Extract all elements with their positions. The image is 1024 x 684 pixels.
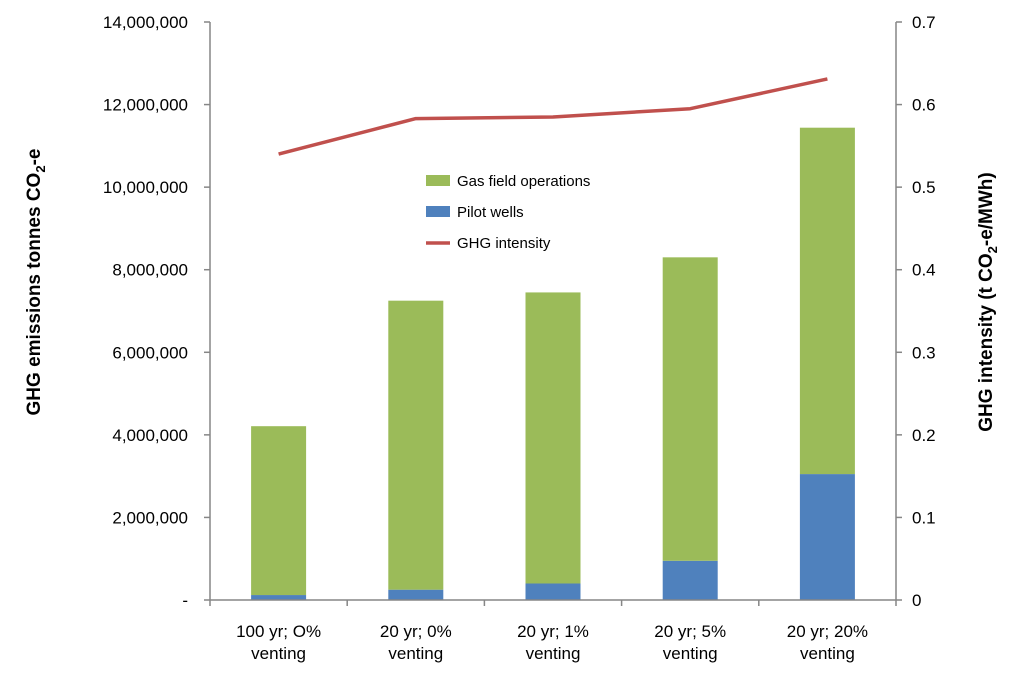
bar-gas-field-operations	[662, 257, 718, 561]
bar-pilot-wells	[251, 595, 307, 600]
legend-label-gas-field-operations: Gas field operations	[457, 173, 590, 190]
left-tick-label: 12,000,000	[103, 96, 188, 115]
x-tick-label: 20 yr; 5% venting	[654, 622, 726, 663]
x-tick-label: 20 yr; 20% venting	[787, 622, 868, 663]
bar-pilot-wells	[388, 589, 444, 600]
left-tick-label: 6,000,000	[112, 343, 188, 362]
right-tick-label: 0.4	[912, 261, 936, 280]
right-tick-label: 0.6	[912, 96, 936, 115]
left-tick-label: 4,000,000	[112, 426, 188, 445]
bars-layer	[251, 127, 855, 600]
left-axis-title: GHG emissions tonnes CO2-e	[24, 149, 48, 416]
right-tick-label: 0.7	[912, 13, 936, 32]
legend: Gas field operations Pilot wells GHG inten…	[426, 173, 590, 252]
left-axis-ticks: - 2,000,000 4,000,000 6,000,000 8,000,000 10,…	[103, 13, 210, 610]
legend-label-pilot-wells: Pilot wells	[457, 204, 524, 221]
bar-gas-field-operations	[251, 426, 307, 596]
legend-swatch-gas-field-operations	[426, 175, 450, 186]
bar-gas-field-operations	[525, 292, 581, 584]
x-axis-ticks: 100 yr; O% venting 20 yr; 0% venting 20 yr; …	[209, 600, 897, 663]
right-tick-label: 0.3	[912, 343, 936, 362]
bar-pilot-wells	[799, 474, 855, 600]
legend-swatch-pilot-wells	[426, 206, 450, 217]
x-tick-label: 20 yr; 1% venting	[517, 622, 589, 663]
left-tick-label: 8,000,000	[112, 261, 188, 280]
line-layer	[278, 77, 828, 156]
right-axis-ticks: 0 0.1 0.2 0.3 0.4 0.5 0.6 0.7	[896, 13, 936, 610]
x-tick-label: 100 yr; O% venting	[236, 622, 321, 663]
right-tick-label: 0.1	[912, 508, 936, 527]
bar-gas-field-operations	[388, 300, 444, 590]
right-tick-label: 0.2	[912, 426, 936, 445]
right-tick-label: 0	[912, 591, 921, 610]
legend-label-ghg-intensity: GHG intensity	[457, 235, 551, 252]
left-tick-label: 10,000,000	[103, 178, 188, 197]
x-tick-label: 20 yr; 0% venting	[380, 622, 452, 663]
axes-layer	[209, 22, 897, 601]
left-tick-label: 2,000,000	[112, 508, 188, 527]
right-axis-title: GHG intensity (t CO2-e/MWh)	[976, 172, 1000, 432]
line-ghg-intensity	[278, 77, 828, 156]
bar-pilot-wells	[662, 560, 718, 600]
right-tick-label: 0.5	[912, 178, 936, 197]
bar-pilot-wells	[525, 583, 581, 600]
left-tick-label: 14,000,000	[103, 13, 188, 32]
bar-gas-field-operations	[799, 127, 855, 475]
left-tick-label: -	[182, 591, 188, 610]
